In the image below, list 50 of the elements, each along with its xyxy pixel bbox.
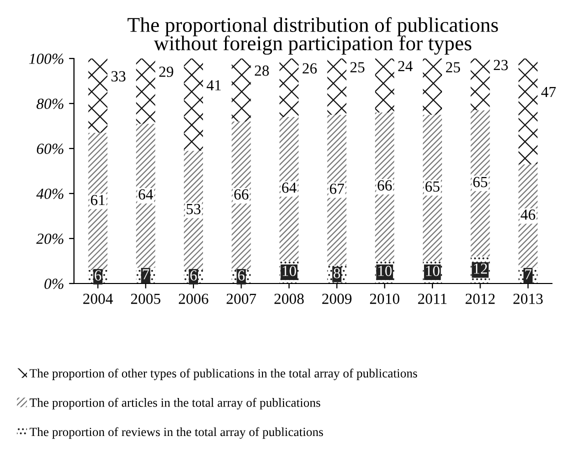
x-tick-label: 2007 <box>226 294 256 304</box>
data-label: 10 <box>378 266 392 276</box>
data-label: 10 <box>426 266 440 276</box>
data-label: 25 <box>350 62 364 72</box>
data-label: 8 <box>334 268 340 278</box>
x-tick-label: 2004 <box>83 294 113 304</box>
x-tick-label: 2009 <box>322 294 352 304</box>
data-label: 10 <box>282 266 296 276</box>
data-label: 25 <box>446 62 460 72</box>
legend-label: The proportion of reviews in the total array of publications <box>30 427 323 439</box>
data-label: 61 <box>90 194 105 206</box>
x-tick-label: 2005 <box>131 294 160 304</box>
data-label: 64 <box>138 189 154 200</box>
legend-label: The proportion of articles in the total array of publications <box>30 398 320 410</box>
data-label: 41 <box>206 80 221 90</box>
data-label: 12 <box>474 264 488 274</box>
y-tick-label: 0% <box>44 278 64 289</box>
data-label: 46 <box>520 210 536 220</box>
legend-label: The proportion of other types of publications in the total array of publications <box>30 368 418 380</box>
data-label: 6 <box>190 270 197 281</box>
data-label: 6 <box>94 270 102 281</box>
x-tick-label: 2008 <box>274 294 304 304</box>
x-tick-label: 2006 <box>178 294 208 304</box>
data-label: 24 <box>398 61 413 72</box>
data-label: 7 <box>142 269 150 280</box>
data-label: 65 <box>473 176 488 188</box>
data-label: 6 <box>238 270 245 281</box>
data-label: 28 <box>254 66 269 76</box>
data-label: 64 <box>282 182 296 193</box>
data-label: 23 <box>494 60 508 70</box>
x-tick-label: 2010 <box>370 294 400 304</box>
y-tick-label: 60% <box>36 144 64 154</box>
chart-title: The proportional distribution of publications without foreign participation for types <box>128 17 498 55</box>
data-label: 33 <box>112 71 126 82</box>
data-label: 26 <box>302 63 317 74</box>
y-tick-label: 100% <box>29 54 64 64</box>
data-label: 7 <box>525 269 532 280</box>
data-label: 66 <box>378 180 392 191</box>
data-label: 66 <box>234 189 248 200</box>
x-tick-label: 2012 <box>466 294 495 304</box>
data-label: 47 <box>541 86 556 98</box>
x-tick-label: 2011 <box>418 294 447 304</box>
data-label: 67 <box>330 184 344 194</box>
y-tick-label: 20% <box>36 234 64 244</box>
y-tick-label: 80% <box>36 98 64 109</box>
x-tick-label: 2013 <box>513 294 543 304</box>
data-label: 29 <box>159 66 174 77</box>
data-label: 53 <box>186 204 200 214</box>
y-tick-label: 40% <box>36 188 64 199</box>
data-label: 65 <box>425 181 440 192</box>
